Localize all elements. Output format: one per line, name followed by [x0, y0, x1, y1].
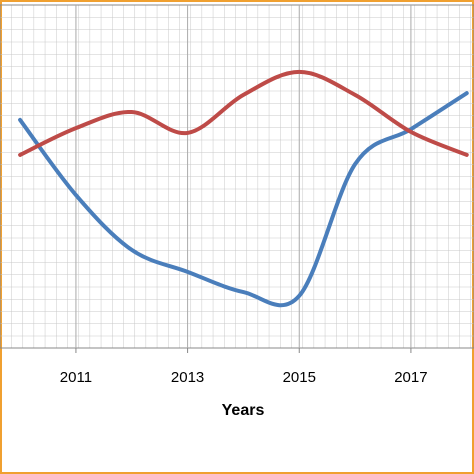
plot-area [0, 4, 474, 349]
x-tick-label: 2013 [171, 369, 204, 386]
series-line [18, 91, 469, 308]
series-line [18, 69, 469, 157]
x-axis-label: Years [222, 402, 265, 419]
x-tick-label: 2015 [283, 369, 316, 386]
x-tick-label: 2011 [60, 369, 92, 386]
x-tick-label: 2017 [394, 369, 427, 386]
